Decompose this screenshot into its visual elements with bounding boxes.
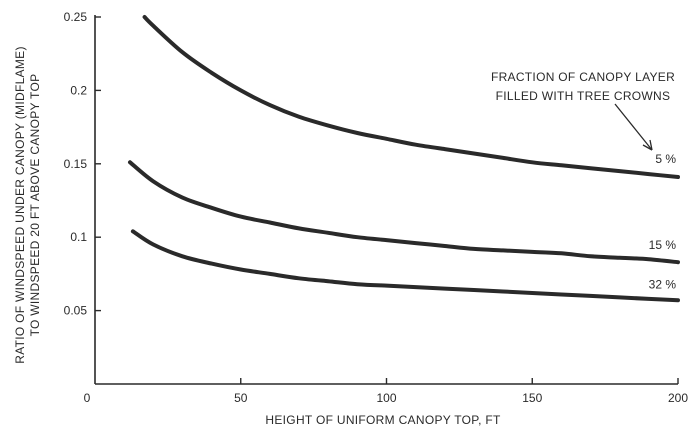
labels: 5 % 15 % 32 % [649, 152, 677, 291]
series-5-percent-label: 5 % [655, 152, 676, 166]
y-tick-label: 0.2 [70, 83, 87, 97]
annotation-line-2: FILLED WITH TREE CROWNS [496, 89, 671, 103]
y-axis-label-line-2: TO WINDSPEED 20 FT ABOVE CANOPY TOP [28, 74, 42, 337]
x-axis-label: HEIGHT OF UNIFORM CANOPY TOP, FT [265, 413, 501, 427]
y-axis-label-line-1: RATIO OF WINDSPEED UNDER CANOPY (MIDFLAM… [13, 46, 27, 364]
series-15-percent-line [128, 160, 680, 265]
annotation-arrowhead [642, 139, 653, 151]
y-tick-label: 0.1 [70, 230, 87, 244]
ticks: 0 50 100 150 200 0.05 0.1 0.15 0.2 0.25 [64, 10, 689, 405]
x-tick-label: 200 [668, 391, 688, 405]
annotation-line-1: FRACTION OF CANOPY LAYER [491, 70, 675, 84]
series-15-percent-label: 15 % [649, 238, 677, 252]
series-32-percent-line [130, 229, 680, 303]
x-tick-label: 150 [522, 391, 542, 405]
series-32-percent-label: 32 % [649, 277, 677, 291]
curves [128, 15, 680, 303]
annotation-arrow [614, 103, 653, 151]
series-5-percent-line [142, 15, 680, 179]
x-tick-label: 100 [376, 391, 396, 405]
x-tick-label: 0 [84, 391, 91, 405]
y-tick-label: 0.25 [64, 10, 88, 24]
y-tick-label: 0.05 [64, 304, 88, 318]
y-tick-label: 0.15 [64, 157, 88, 171]
x-tick-label: 50 [234, 391, 248, 405]
